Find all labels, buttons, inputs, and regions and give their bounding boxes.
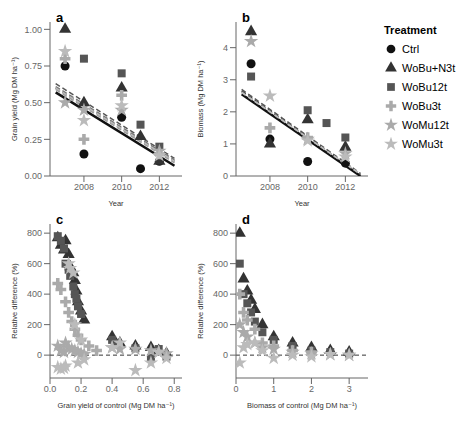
svg-text:800: 800	[27, 228, 42, 238]
svg-text:200: 200	[213, 320, 228, 330]
svg-text:1: 1	[271, 384, 276, 394]
html-text:WoBu12t: WoBu12t	[402, 81, 448, 93]
svg-text:0.50: 0.50	[24, 98, 42, 108]
svg-text:0.4: 0.4	[106, 384, 119, 394]
svg-text:0.0: 0.0	[44, 384, 57, 394]
svg-text:400: 400	[27, 289, 42, 299]
html-text:d: d	[242, 212, 250, 227]
svg-text:2012: 2012	[335, 182, 355, 192]
svg-text:0.6: 0.6	[137, 384, 150, 394]
html-text:Ctrl: Ctrl	[402, 43, 420, 55]
svg-text:2: 2	[309, 384, 314, 394]
html-text:WoBu+N3t: WoBu+N3t	[402, 62, 456, 74]
svg-text:4: 4	[223, 43, 228, 53]
svg-text:0: 0	[233, 384, 238, 394]
svg-text:1.00: 1.00	[24, 25, 42, 35]
svg-text:Grain yield of control (Mg DM: Grain yield of control (Mg DM ha⁻¹)	[58, 401, 175, 410]
html-text:c: c	[56, 212, 64, 227]
svg-text:Year: Year	[294, 199, 310, 208]
svg-text:Year: Year	[108, 199, 124, 208]
svg-text:Biomass (Mg DM ha⁻¹): Biomass (Mg DM ha⁻¹)	[196, 60, 205, 137]
svg-text:3: 3	[347, 384, 352, 394]
svg-text:2: 2	[223, 107, 228, 117]
svg-text:Grain yield (Mg DM ha⁻¹): Grain yield (Mg DM ha⁻¹)	[10, 57, 19, 141]
svg-text:2008: 2008	[74, 182, 94, 192]
svg-text:0: 0	[37, 350, 42, 360]
svg-text:0: 0	[223, 350, 228, 360]
svg-text:Relative difference (%): Relative difference (%)	[196, 263, 205, 339]
svg-text:0.75: 0.75	[24, 61, 42, 71]
html-text:WoBu3t: WoBu3t	[402, 100, 441, 112]
svg-text:800: 800	[213, 228, 228, 238]
svg-text:Biomass of control (Mg DM ha⁻¹: Biomass of control (Mg DM ha⁻¹)	[247, 401, 357, 410]
svg-text:2010: 2010	[112, 182, 132, 192]
svg-text:200: 200	[27, 320, 42, 330]
svg-text:1: 1	[223, 139, 228, 149]
svg-text:3: 3	[223, 75, 228, 85]
html-text:b: b	[242, 10, 250, 25]
svg-text:2010: 2010	[298, 182, 318, 192]
svg-text:0.00: 0.00	[24, 171, 42, 181]
html-text:a: a	[56, 10, 64, 25]
html-text:Treatment: Treatment	[384, 24, 437, 36]
svg-text:Relative difference (%): Relative difference (%)	[10, 263, 19, 339]
svg-text:600: 600	[27, 259, 42, 269]
svg-text:0.2: 0.2	[75, 384, 88, 394]
svg-text:600: 600	[213, 259, 228, 269]
svg-text:0: 0	[223, 171, 228, 181]
svg-text:0.25: 0.25	[24, 135, 42, 145]
html-text:WoMu3t: WoMu3t	[402, 138, 443, 150]
svg-text:400: 400	[213, 289, 228, 299]
svg-text:0.8: 0.8	[168, 384, 181, 394]
html-text:WoMu12t: WoMu12t	[402, 119, 449, 131]
svg-text:2012: 2012	[149, 182, 169, 192]
svg-text:2008: 2008	[260, 182, 280, 192]
